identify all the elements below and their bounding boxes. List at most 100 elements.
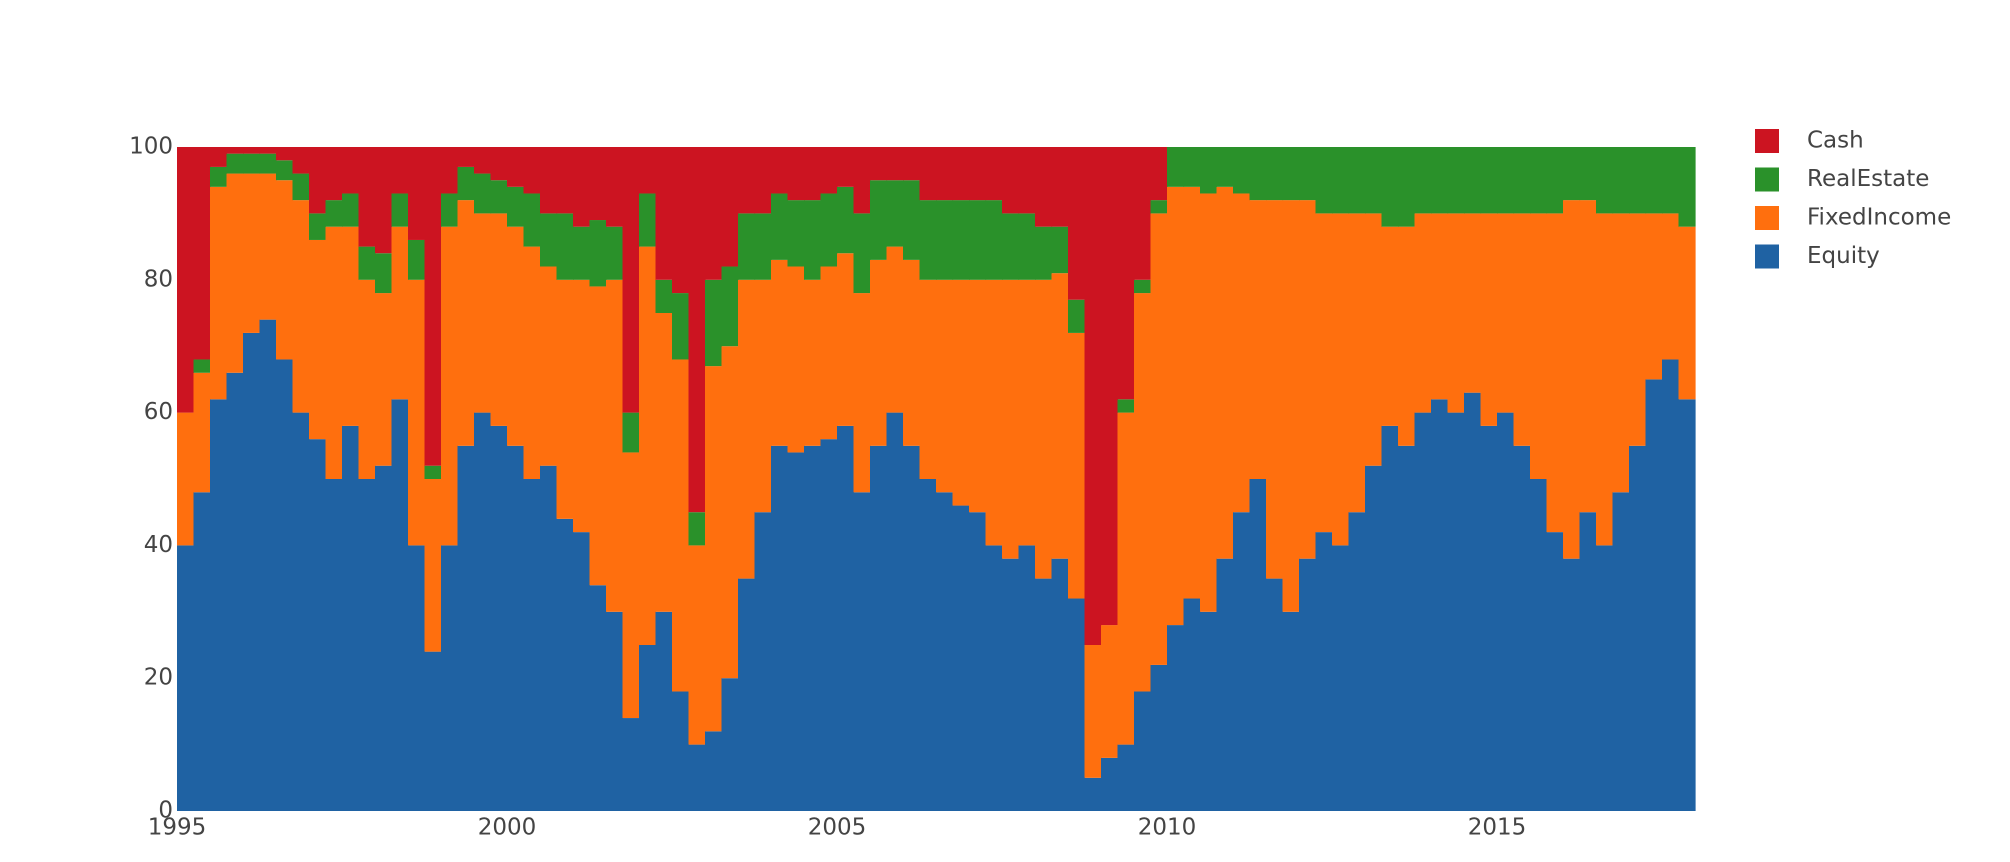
bar-segment xyxy=(903,147,921,181)
bar-segment xyxy=(1117,744,1135,811)
bar-segment xyxy=(358,246,376,280)
bar-segment xyxy=(375,465,393,811)
bar-segment xyxy=(622,412,640,453)
bar-segment xyxy=(1612,213,1630,493)
bar-segment xyxy=(1629,213,1647,446)
bar-segment xyxy=(226,153,244,174)
bar-segment xyxy=(1414,213,1432,413)
legend-label: Equity xyxy=(1807,243,1880,269)
bar-segment xyxy=(556,518,574,811)
bar-segment xyxy=(573,226,591,280)
bar-segment xyxy=(688,512,706,546)
bar-segment xyxy=(1480,425,1498,811)
bar-segment xyxy=(556,213,574,280)
bar-segment xyxy=(1150,147,1168,201)
bar-segment xyxy=(1084,777,1102,811)
bar-segment xyxy=(705,279,723,367)
bar-segment xyxy=(523,479,541,811)
bar-segment xyxy=(1018,213,1036,280)
bar-segment xyxy=(1200,193,1218,612)
bar-segment xyxy=(1530,147,1548,214)
bar-segment xyxy=(1398,147,1416,227)
bar-segment xyxy=(375,253,393,294)
bar-segment xyxy=(985,279,1003,546)
bar-segment xyxy=(375,293,393,466)
bar-segment xyxy=(622,452,640,719)
bar-segment xyxy=(903,180,921,260)
bar-segment xyxy=(672,691,690,811)
legend-swatch xyxy=(1755,206,1779,230)
bar-segment xyxy=(639,645,657,811)
bar-segment xyxy=(1596,213,1614,546)
bar-segment xyxy=(870,259,888,446)
bar-segment xyxy=(1282,147,1300,201)
bar-segment xyxy=(589,286,607,586)
bar-segment xyxy=(1381,425,1399,811)
bar-segment xyxy=(1447,213,1465,413)
legend-swatch xyxy=(1755,167,1779,192)
bar-segment xyxy=(1167,186,1185,626)
bar-segment xyxy=(276,160,294,181)
bar-segment xyxy=(721,678,739,811)
bar-segment xyxy=(408,239,426,280)
bar-segment xyxy=(490,180,508,214)
bar-segment xyxy=(1282,611,1300,811)
bar-segment xyxy=(1084,147,1102,645)
bar-segment xyxy=(1348,147,1366,214)
bar-segment xyxy=(540,213,558,267)
bar-segment xyxy=(820,439,838,811)
bar-segment xyxy=(606,147,624,227)
bar-segment xyxy=(985,147,1003,201)
bar-segment xyxy=(1150,213,1168,665)
bar-segment xyxy=(457,445,475,811)
bar-segment xyxy=(985,545,1003,811)
bar-segment xyxy=(837,253,855,426)
bar-segment xyxy=(919,479,937,811)
bar-segment xyxy=(1035,279,1053,579)
bar-segment xyxy=(243,147,261,154)
bar-segment xyxy=(1018,545,1036,811)
bar-segment xyxy=(193,147,211,360)
bar-segment xyxy=(457,166,475,201)
bar-segment xyxy=(1068,598,1086,811)
bar-segment xyxy=(193,372,211,493)
bar-segment xyxy=(622,718,640,811)
bar-segment xyxy=(424,651,442,811)
bar-segment xyxy=(1249,479,1267,811)
bar-segment xyxy=(1381,147,1399,227)
bar-segment xyxy=(1563,147,1581,201)
bar-segment xyxy=(919,279,937,479)
bar-segment xyxy=(1282,200,1300,612)
bar-segment xyxy=(556,147,574,214)
bar-segment xyxy=(1051,226,1069,274)
bar-segment xyxy=(1365,147,1383,214)
bar-segment xyxy=(589,220,607,287)
bar-segment xyxy=(1381,226,1399,426)
bar-segment xyxy=(903,259,921,446)
bar-segment xyxy=(853,293,871,493)
bar-segment xyxy=(358,279,376,479)
bar-segment xyxy=(490,147,508,181)
bar-segment xyxy=(1579,200,1597,513)
bar-segment xyxy=(952,147,970,201)
bar-segment xyxy=(1150,200,1168,214)
bar-segment xyxy=(1431,399,1449,811)
bar-segment xyxy=(1398,226,1416,446)
x-tick-label: 2010 xyxy=(1138,815,1197,841)
bar-segment xyxy=(721,346,739,679)
bars xyxy=(177,147,1696,811)
bar-segment xyxy=(226,147,244,154)
bar-segment xyxy=(424,147,442,466)
y-tick-label: 60 xyxy=(144,399,173,425)
bar-segment xyxy=(1645,379,1663,811)
bar-segment xyxy=(1117,399,1135,413)
bar-segment xyxy=(1629,147,1647,214)
bar-segment xyxy=(1216,147,1234,187)
bar-segment xyxy=(1183,147,1201,187)
bar-segment xyxy=(1216,186,1234,559)
bar-segment xyxy=(540,465,558,811)
bar-segment xyxy=(1612,492,1630,811)
bar-segment xyxy=(243,173,261,333)
bar-segment xyxy=(721,147,739,267)
bar-segment xyxy=(771,147,789,194)
